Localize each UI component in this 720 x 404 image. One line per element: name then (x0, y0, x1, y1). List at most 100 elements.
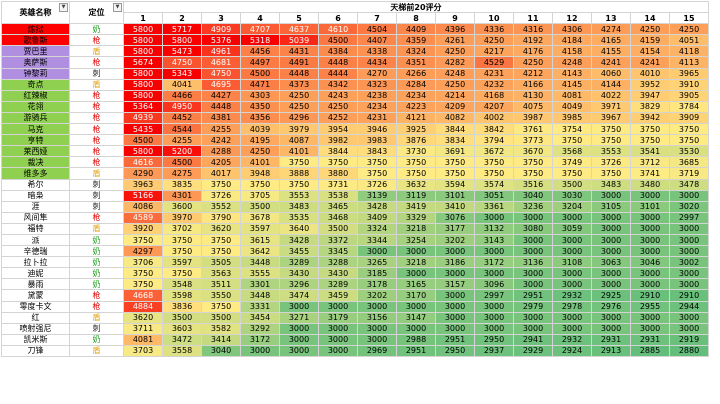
score-cell[interactable]: 4939 (123, 111, 163, 125)
score-cell[interactable]: 3177 (435, 222, 475, 235)
score-cell[interactable]: 4101 (240, 156, 280, 169)
score-cell[interactable]: 4214 (435, 89, 475, 102)
score-cell[interactable]: 3105 (591, 200, 631, 213)
score-cell[interactable]: 4250 (318, 100, 358, 113)
score-cell[interactable]: 3143 (474, 233, 514, 247)
score-cell[interactable]: 3474 (279, 289, 319, 302)
score-cell[interactable]: 3000 (279, 322, 319, 335)
hero-name-cell[interactable]: 维多多 (1, 167, 70, 180)
score-cell[interactable]: 5800 (123, 67, 163, 80)
score-cell[interactable]: 3419 (396, 200, 436, 213)
score-cell[interactable]: 3000 (552, 278, 592, 291)
score-cell[interactable]: 2955 (630, 300, 670, 313)
score-cell[interactable]: 2969 (357, 344, 397, 358)
hero-name-cell[interactable]: 歌鲁斯 (1, 34, 70, 47)
score-cell[interactable]: 3835 (162, 178, 202, 191)
score-cell[interactable]: 3750 (357, 167, 397, 180)
score-cell[interactable]: 3597 (240, 222, 280, 235)
score-cell[interactable]: 4250 (435, 78, 475, 91)
hero-name-cell[interactable]: 游骑兵 (1, 111, 70, 125)
score-cell[interactable]: 3000 (279, 344, 319, 358)
score-cell[interactable]: 2931 (630, 333, 670, 346)
role-cell[interactable]: 枪 (69, 34, 124, 47)
score-cell[interactable]: 3000 (513, 311, 553, 324)
score-cell[interactable]: 3750 (669, 134, 709, 147)
role-cell[interactable]: 奶 (69, 278, 124, 291)
score-cell[interactable]: 3982 (318, 134, 358, 147)
score-cell[interactable]: 4270 (357, 67, 397, 80)
hero-name-cell[interactable]: 风间隼 (1, 211, 70, 224)
score-cell[interactable]: 4427 (201, 89, 241, 102)
role-cell[interactable]: 枪 (69, 100, 124, 113)
score-cell[interactable]: 3555 (240, 267, 280, 280)
role-cell[interactable]: 盾 (69, 78, 124, 91)
role-cell[interactable]: 盾 (69, 222, 124, 235)
score-cell[interactable]: 2997 (474, 289, 514, 302)
score-cell[interactable]: 3000 (630, 322, 670, 335)
score-cell[interactable]: 3101 (435, 189, 475, 202)
score-cell[interactable]: 5473 (162, 45, 202, 58)
score-cell[interactable]: 3750 (201, 300, 241, 313)
hero-name-cell[interactable]: 花翎 (1, 100, 70, 113)
score-cell[interactable]: 3558 (162, 344, 202, 358)
score-cell[interactable]: 4212 (513, 67, 553, 80)
score-cell[interactable]: 4288 (201, 145, 241, 158)
score-cell[interactable]: 3905 (669, 89, 709, 102)
score-cell[interactable]: 3361 (474, 200, 514, 213)
score-cell[interactable]: 3345 (318, 245, 358, 258)
score-cell[interactable]: 3750 (123, 267, 163, 280)
hero-name-cell[interactable]: 红 (1, 311, 70, 324)
score-cell[interactable]: 3000 (435, 267, 475, 280)
score-cell[interactable]: 3706 (123, 256, 163, 269)
score-cell[interactable]: 3000 (474, 245, 514, 258)
score-cell[interactable]: 3172 (474, 256, 514, 269)
score-cell[interactable]: 3965 (669, 67, 709, 80)
score-cell[interactable]: 3000 (474, 300, 514, 313)
score-cell[interactable]: 4491 (279, 56, 319, 69)
score-cell[interactable]: 4961 (201, 45, 241, 58)
score-cell[interactable]: 4158 (552, 45, 592, 58)
score-cell[interactable]: 4195 (240, 134, 280, 147)
score-cell[interactable]: 4242 (201, 134, 241, 147)
hero-name-cell[interactable]: 钟黎莉 (1, 67, 70, 80)
score-cell[interactable]: 3096 (474, 278, 514, 291)
score-cell[interactable]: 3000 (318, 300, 358, 313)
score-cell[interactable]: 3046 (630, 256, 670, 269)
score-cell[interactable]: 5364 (123, 100, 163, 113)
score-cell[interactable]: 4144 (591, 78, 631, 91)
score-cell[interactable]: 3329 (396, 211, 436, 224)
score-cell[interactable]: 3620 (123, 311, 163, 324)
score-cell[interactable]: 3000 (552, 211, 592, 224)
score-cell[interactable]: 4017 (201, 167, 241, 180)
score-cell[interactable]: 4039 (240, 123, 280, 136)
score-cell[interactable]: 3000 (630, 311, 670, 324)
score-cell[interactable]: 3888 (279, 167, 319, 180)
score-cell[interactable]: 4075 (513, 100, 553, 113)
role-cell[interactable]: 刺 (69, 200, 124, 213)
hero-name-cell[interactable]: 奇点 (1, 78, 70, 91)
score-cell[interactable]: 4909 (201, 23, 241, 36)
score-cell[interactable]: 4118 (669, 45, 709, 58)
score-cell[interactable]: 3000 (630, 278, 670, 291)
score-cell[interactable]: 4359 (396, 34, 436, 47)
role-cell[interactable]: 奶 (69, 256, 124, 269)
score-cell[interactable]: 3410 (435, 200, 475, 213)
role-cell[interactable]: 刺 (69, 322, 124, 335)
score-cell[interactable]: 3000 (669, 311, 709, 324)
role-cell[interactable]: 奶 (69, 333, 124, 346)
filter-dropdown-icon[interactable]: ▼ (113, 3, 122, 12)
score-cell[interactable]: 4159 (630, 34, 670, 47)
score-cell[interactable]: 3301 (240, 278, 280, 291)
score-cell[interactable]: 3970 (162, 211, 202, 224)
role-cell[interactable]: 枪 (69, 211, 124, 224)
score-cell[interactable]: 3430 (318, 267, 358, 280)
score-cell[interactable]: 3603 (162, 322, 202, 335)
score-cell[interactable]: 4338 (357, 45, 397, 58)
score-cell[interactable]: 3000 (513, 245, 553, 258)
score-cell[interactable]: 4351 (396, 56, 436, 69)
score-cell[interactable]: 4373 (279, 78, 319, 91)
score-cell[interactable]: 3000 (552, 311, 592, 324)
score-cell[interactable]: 4407 (357, 34, 397, 47)
score-cell[interactable]: 3483 (591, 178, 631, 191)
score-cell[interactable]: 3000 (357, 322, 397, 335)
